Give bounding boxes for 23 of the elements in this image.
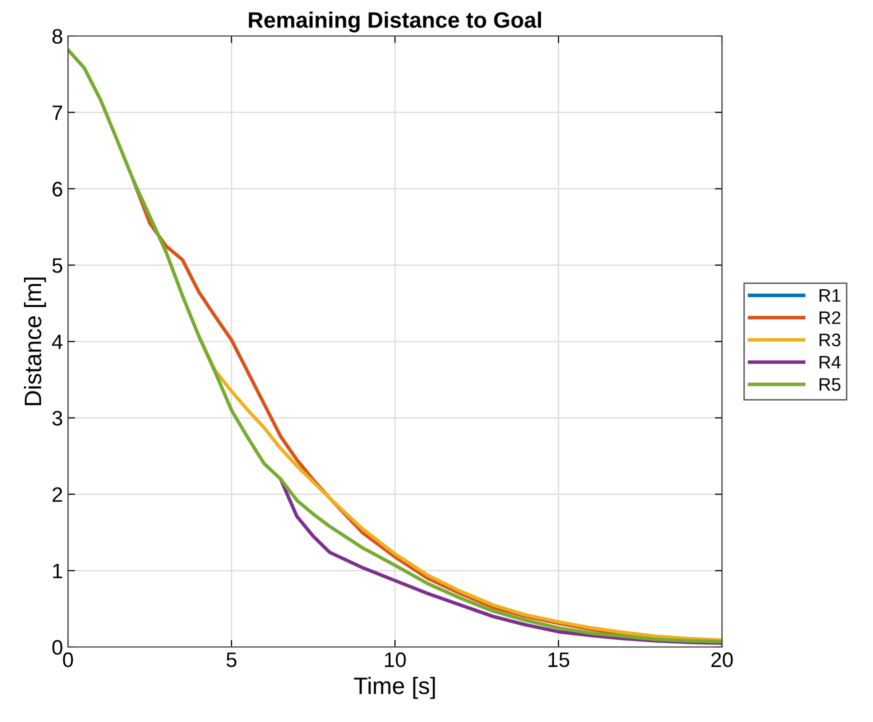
chart-title: Remaining Distance to Goal bbox=[248, 12, 541, 32]
y-tick-label: 1 bbox=[53, 564, 62, 578]
y-tick-label: 4 bbox=[52, 334, 63, 350]
x-tick-label: 0 bbox=[63, 652, 73, 668]
legend-label: R1 bbox=[820, 289, 840, 302]
y-tick-label: 2 bbox=[52, 487, 62, 502]
y-tick-label: 0 bbox=[52, 640, 62, 655]
y-tick-label: 3 bbox=[52, 410, 62, 426]
y-axis-title: Distance [m] bbox=[24, 278, 46, 406]
legend-label: R5 bbox=[820, 378, 840, 391]
x-tick-label: 15 bbox=[548, 652, 570, 668]
y-tick-label: 5 bbox=[52, 258, 62, 273]
line-series bbox=[68, 48, 722, 644]
legend-label: R3 bbox=[820, 334, 840, 346]
legend-label: R4 bbox=[820, 356, 841, 368]
x-axis-title: Time [s] bbox=[354, 676, 435, 699]
x-tick-label: 10 bbox=[385, 652, 406, 668]
y-tick-label: 7 bbox=[52, 106, 62, 120]
legend-label: R2 bbox=[820, 311, 840, 324]
x-tick-label: 20 bbox=[711, 652, 733, 668]
y-tick-label: 6 bbox=[52, 182, 62, 197]
x-tick-label: 5 bbox=[226, 652, 236, 668]
y-tick-label: 8 bbox=[52, 29, 62, 44]
